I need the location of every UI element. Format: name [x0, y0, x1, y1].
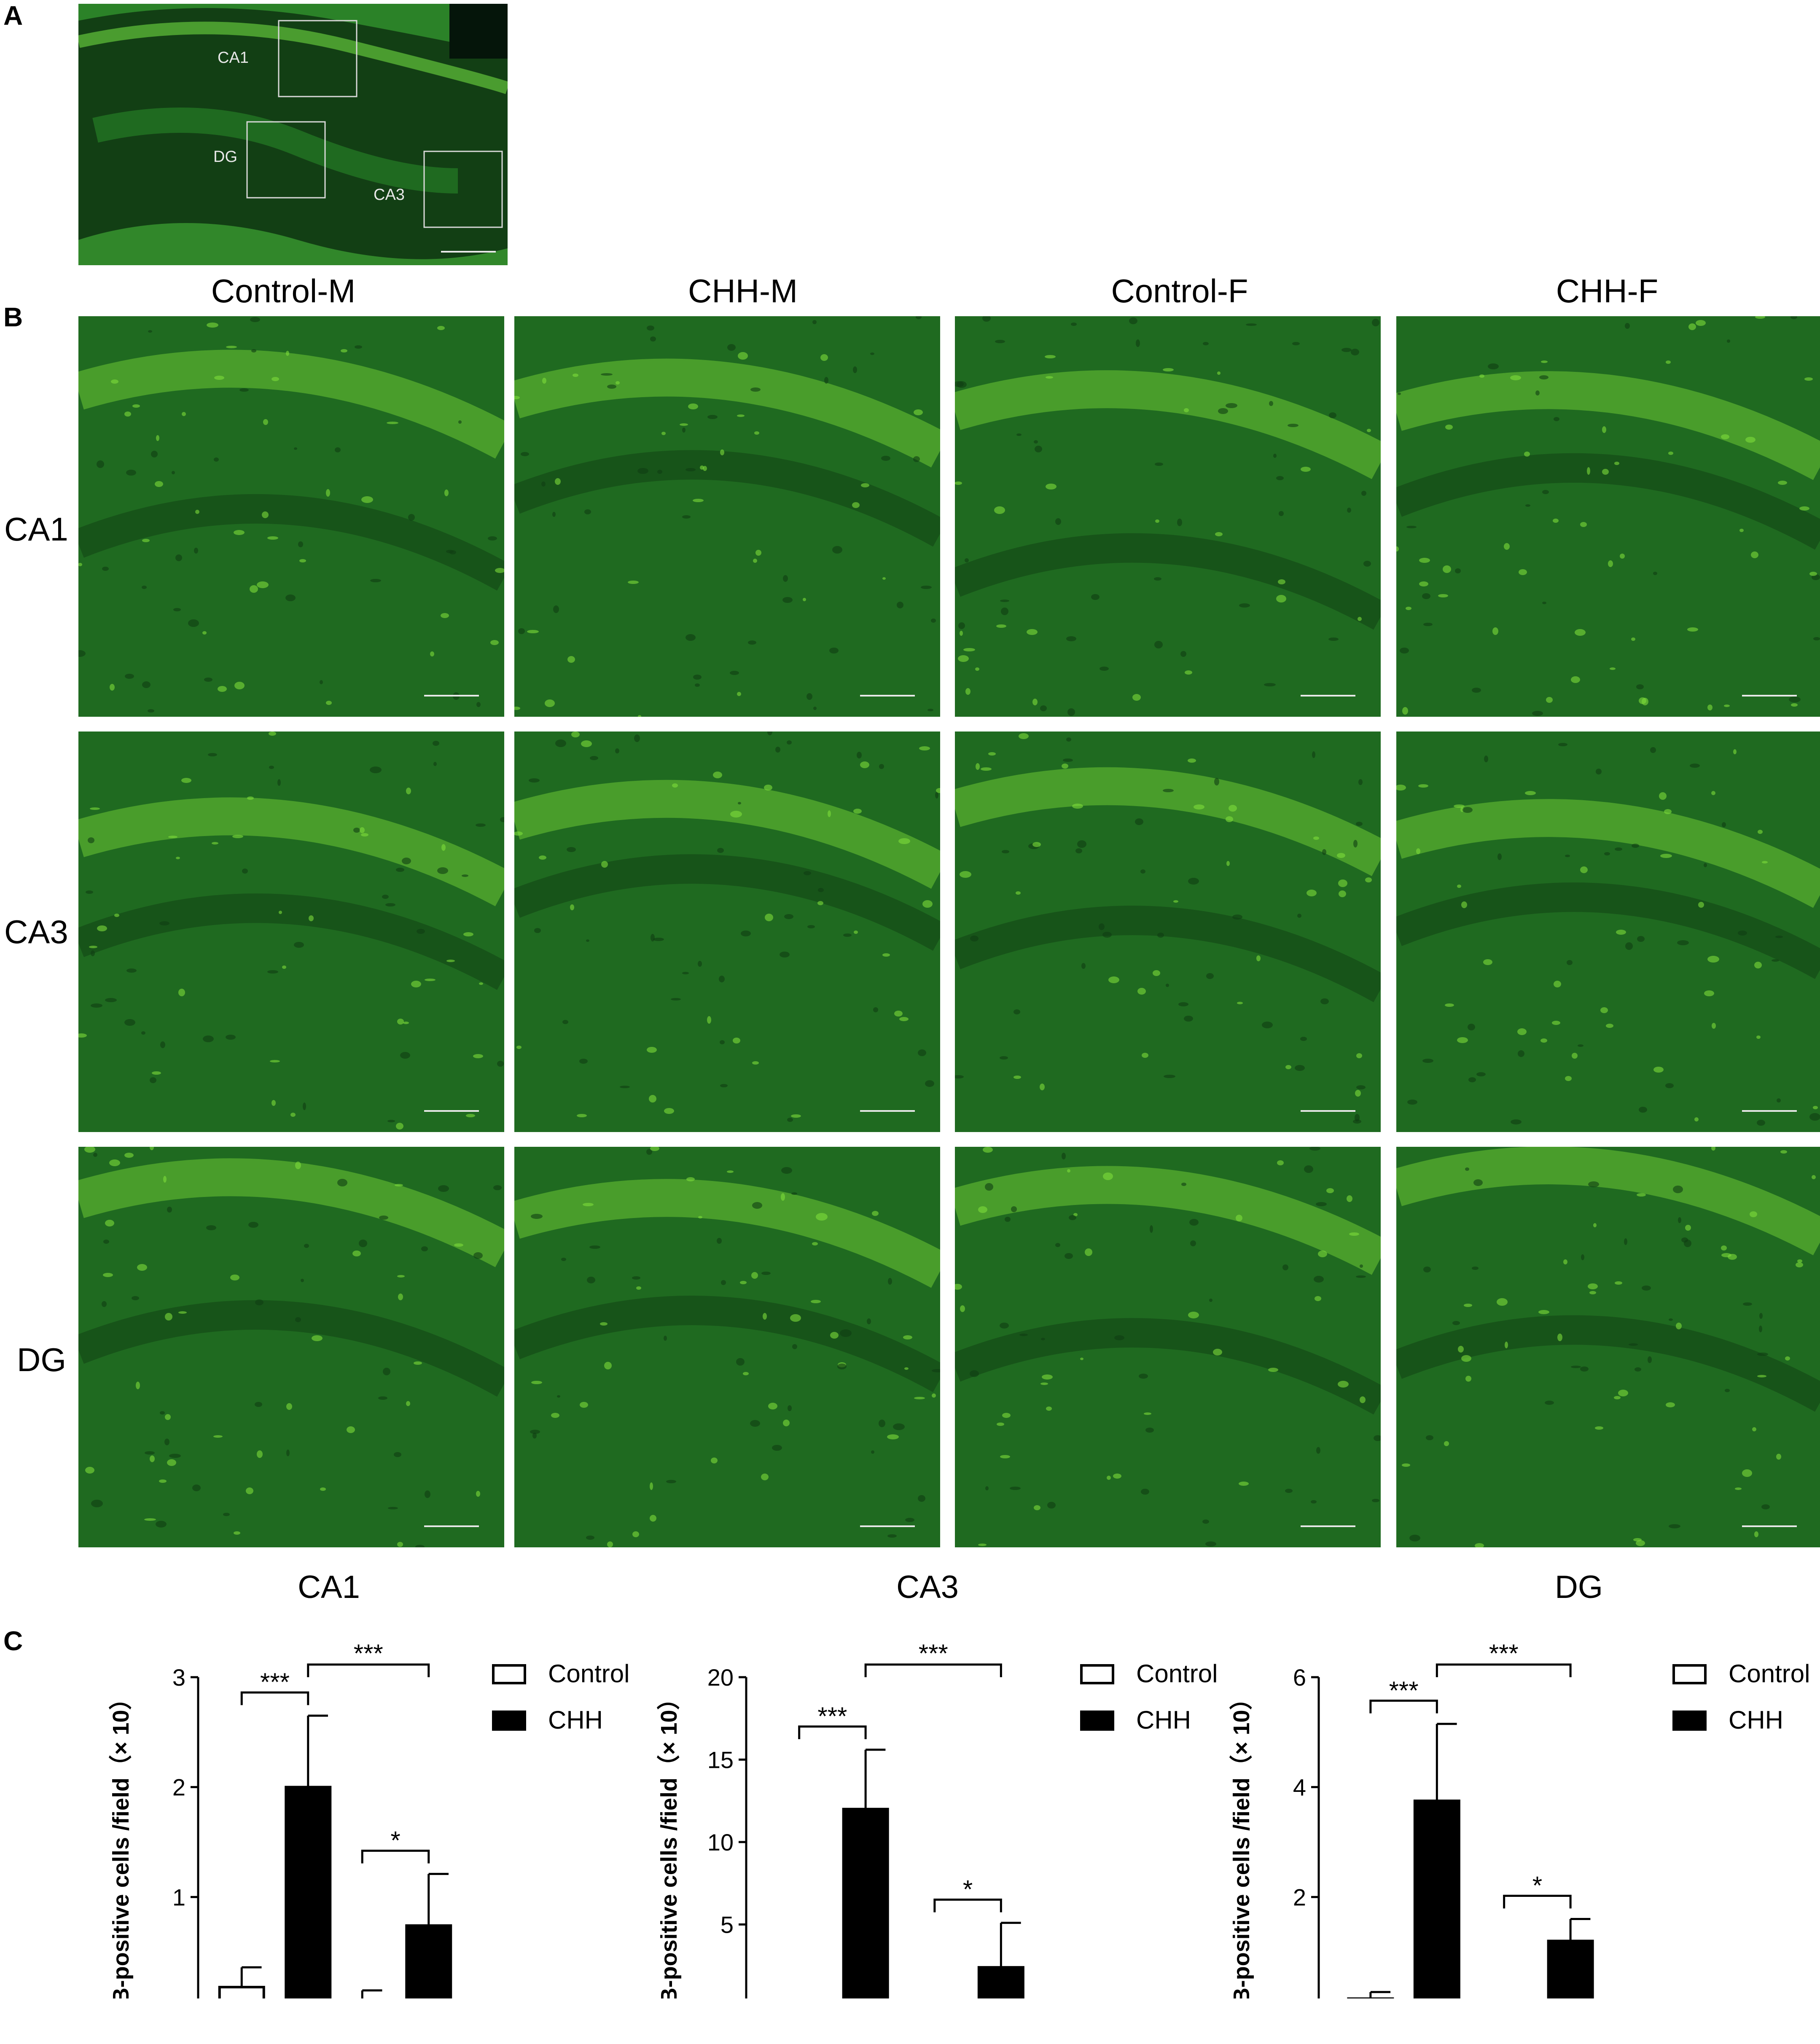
chart-ca3-significance-label: * — [963, 1875, 973, 1904]
chart-ca3-legend-swatch-control — [1080, 1664, 1114, 1684]
chart-dg-y-label: FJB-positive cells /field（× 10） — [1229, 1687, 1254, 1998]
chart-ca3-significance-label: *** — [817, 1702, 847, 1730]
micrograph-ca3-control-m — [78, 732, 504, 1132]
chart-ca3-y-tick-label: 20 — [707, 1664, 734, 1691]
chart-dg-legend-label-chh: CHH — [1729, 1706, 1783, 1734]
chart-dg-significance-label: * — [1532, 1871, 1542, 1899]
chart-ca1-significance-bracket — [307, 1663, 430, 1677]
chart-ca1-title: CA1 — [298, 1569, 360, 1605]
chart-ca3-y-tick-label: 15 — [707, 1747, 734, 1773]
row-label-dg: DG — [17, 1341, 66, 1378]
chart-ca1-legend-label-control: Control — [548, 1659, 629, 1688]
chart-ca1-y-tick-label: 2 — [172, 1774, 185, 1801]
column-label-chh-f: CHH-F — [1556, 272, 1659, 309]
micrograph-ca1-control-f — [955, 316, 1381, 717]
chart-ca1-significance-bracket — [240, 1691, 309, 1705]
chart-dg-bar-chh-female — [1547, 1939, 1594, 1998]
chart-dg-significance-bracket — [1503, 1894, 1572, 1909]
chart-dg-significance-label: *** — [1389, 1676, 1419, 1705]
micrograph-dg-control-f — [955, 1147, 1381, 1547]
chart-ca1-y-tick-label: 1 — [172, 1884, 185, 1910]
region-label-ca3: CA3 — [374, 186, 405, 204]
column-label-control-f: Control-F — [1111, 272, 1248, 309]
chart-ca1-y-label: FJB-positive cells /field（× 10） — [108, 1687, 134, 1998]
chart-ca3-significance-label: *** — [919, 1639, 948, 1667]
chart-dg-y-tick-label: 2 — [1293, 1884, 1306, 1910]
chart-ca3-bar-chh-female — [977, 1966, 1024, 1998]
chart-ca3-legend-label-control: Control — [1136, 1659, 1218, 1688]
panel-letter-b: B — [3, 302, 23, 332]
chart-ca3-y-tick-label: 10 — [707, 1829, 734, 1856]
micrograph-ca1-chh-f — [1396, 316, 1820, 717]
micrograph-dg-control-m — [78, 1147, 504, 1547]
region-label-dg: DG — [213, 148, 237, 166]
chart-dg-y-tick-label: 6 — [1293, 1664, 1306, 1691]
chart-dg-y-tick-label: 0 — [1293, 1994, 1306, 1998]
chart-dg-legend-swatch-chh — [1672, 1711, 1707, 1731]
chart-ca3-legend-label-chh: CHH — [1136, 1706, 1191, 1734]
column-label-control-m: Control-M — [211, 272, 356, 309]
chart-ca1-legend-swatch-chh — [492, 1711, 526, 1731]
bar-charts: CA10123FJB-positive cells /field（× 10）Ma… — [108, 1569, 1810, 1998]
chart-dg-bar-chh-male — [1413, 1799, 1460, 1998]
chart-dg-y-tick-label: 4 — [1293, 1774, 1306, 1801]
chart-ca1-significance-label: *** — [354, 1639, 383, 1667]
chart-ca3-bar-chh-male — [842, 1807, 889, 1998]
chart-ca1-y-tick-label: 3 — [172, 1664, 185, 1691]
chart-ca1-significance-label: * — [390, 1826, 400, 1855]
chart-dg-significance-bracket — [1436, 1663, 1572, 1677]
panel-letter-a: A — [3, 0, 23, 31]
row-label-ca3: CA3 — [4, 913, 68, 950]
hippocampus-overview-image: CA1 DG CA3 — [78, 4, 508, 265]
chart-dg-legend-swatch-control — [1672, 1664, 1707, 1684]
chart-ca3-significance-bracket — [798, 1725, 867, 1740]
chart-ca1-significance-bracket — [361, 1850, 430, 1864]
chart-ca3-significance-bracket — [864, 1663, 1002, 1677]
column-label-chh-m: CHH-M — [688, 272, 798, 309]
chart-ca3-y-label: FJB-positive cells /field（× 10） — [656, 1687, 682, 1998]
chart-ca1-bar-control-male — [218, 1986, 265, 1998]
panel-letter-c: C — [3, 1626, 23, 1656]
micrograph-ca1-control-m — [78, 316, 504, 717]
chart-ca3-legend-swatch-chh — [1080, 1711, 1114, 1731]
micrograph-ca3-chh-m — [514, 732, 940, 1132]
chart-ca3-significance-bracket — [933, 1899, 1002, 1912]
micrograph-dg-chh-f — [1396, 1147, 1820, 1547]
chart-ca1-y-tick-label: 0 — [172, 1994, 185, 1998]
chart-ca1-bar-chh-male — [285, 1786, 332, 1998]
micrograph-ca1-chh-m — [514, 316, 940, 717]
chart-dg-significance-bracket — [1369, 1700, 1438, 1713]
micrograph-dg-chh-m — [514, 1147, 940, 1547]
chart-ca1-legend-swatch-control — [492, 1664, 526, 1684]
micrograph-ca3-control-f — [955, 732, 1381, 1132]
chart-dg-legend-label-control: Control — [1729, 1659, 1810, 1688]
chart-ca3-y-tick-label: 0 — [720, 1994, 734, 1998]
chart-ca1-significance-label: *** — [260, 1668, 290, 1696]
chart-ca1-bar-chh-female — [405, 1924, 452, 1998]
chart-ca3-title: CA3 — [896, 1569, 959, 1605]
chart-ca1-legend-label-chh: CHH — [548, 1706, 603, 1734]
chart-ca3-y-tick-label: 5 — [720, 1912, 734, 1938]
row-label-ca1: CA1 — [4, 511, 68, 548]
micrograph-ca3-chh-f — [1396, 732, 1820, 1132]
chart-dg-significance-label: *** — [1489, 1639, 1519, 1667]
region-label-ca1: CA1 — [218, 49, 249, 67]
chart-dg-title: DG — [1555, 1569, 1603, 1605]
